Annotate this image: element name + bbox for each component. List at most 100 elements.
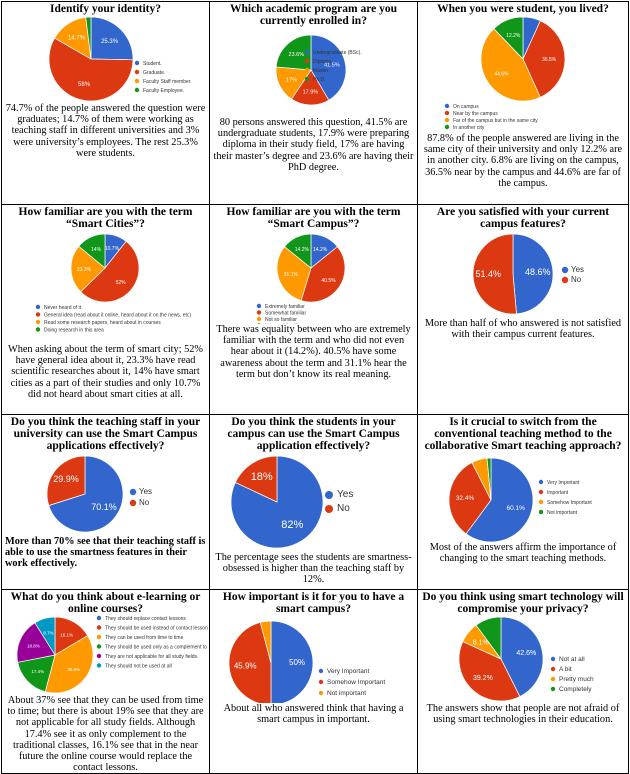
legend-marker [35,304,41,310]
chart-description: 80 persons answered this question, 41.5%… [213,117,414,173]
pie-slice-label: 32.4% [456,495,475,502]
legend-marker [96,653,102,659]
legend-label: Graduate. [143,70,165,76]
legend-marker [256,316,262,322]
pie-slice [16,622,56,663]
cell-satisfaction: Are you satisfied with your current camp… [419,206,628,341]
pie-chart-academic-program: 41.5% 17.9% 17% 23.6% Undergraduate (BSc). Di… [275,34,362,106]
cell-students: Do you think the students in your campus… [211,416,417,586]
pie-slice-label: 58% [78,82,91,88]
cell-smart-cities: How familiar are you with the term “Smar… [3,206,209,401]
pie-slice [522,20,566,98]
legend-marker [35,327,41,332]
pie-slice-label: 14% [91,247,102,253]
pie-slice-label: 40.5% [321,278,336,284]
legend-marker [318,668,324,674]
pie-slice-label: 29.9% [53,474,79,484]
legend-label: General idea (read about it online, hear… [44,313,191,319]
pie-slice-label: 45.9% [234,661,257,670]
pie-slice-label: 14.2% [313,247,328,253]
pie-slice [48,455,124,533]
legend-label: They can be used from time to time [105,635,184,641]
chart-description: About 37% see that they can be used from… [7,695,204,774]
pie-slice [475,616,502,661]
legend-label: They are not applicable for all study fi… [105,654,198,660]
chart-legend: Not at all A bit Pretty much Completely [550,656,594,693]
pie-slice [512,233,554,315]
pie-slice-label: 18% [251,471,273,483]
pie-slice-label: 31.1% [284,272,299,278]
legend-label: Pretty much [559,676,594,683]
legend-label: No [571,275,582,284]
pie-slice-label: 17.9% [303,90,319,96]
legend-marker [96,644,102,649]
pie-slice [284,233,312,269]
pie-slice-label: 82% [281,519,303,531]
pie-slice [300,246,346,303]
chart-legend: Yes No [325,489,353,514]
pie-slice [493,16,524,60]
legend-label: Diploma. [313,59,333,65]
chart-legend: Never heard of it General idea (read abou… [35,304,191,334]
legend-marker [96,634,102,640]
legend-label: Extremely familiar [265,304,305,310]
pie-slice [228,621,272,703]
pie-slice-label: 14.7% [68,35,86,41]
pie-slice [46,455,86,506]
pie-slice [259,620,272,664]
legend-label: Important [547,490,569,496]
pie-slice-label: 23.6% [289,52,305,58]
pie-slice [90,16,134,61]
pie-slice-label: 23.3% [77,267,92,273]
legend-marker [35,312,41,317]
pie-slice [270,620,314,703]
legend-label: No [139,498,150,507]
legend-label: Never heard of it [44,305,82,311]
pie-slice [310,34,347,101]
legend-label: No [337,503,350,514]
pie-chart-identity: 25.3% 58% 14.7% Student. Graduate. Faculty St… [48,16,192,102]
pie-slice [472,233,517,315]
pie-slice [34,616,56,657]
pie-slice [275,34,312,71]
chart-legend: They should replace contact lessons They … [96,615,208,670]
chart-legend: Undergraduate (BSc). Diploma. Master Ph.D. [304,49,362,83]
legend-marker [304,49,310,55]
legend-label: A bit [559,666,572,673]
pie-slice-label: 44.6% [494,72,509,78]
pie-chart-switch-teaching: 60.1% 32.4% Very Important Important Somehow… [448,457,592,542]
pie-slice-label: 51.4% [475,269,501,279]
chart-description: More than half of who answered is not sa… [424,318,622,341]
question-title: What do you think about e-learning or on… [10,591,201,615]
legend-label: They should replace contact lessons [105,616,186,622]
legend-label: Somewhat familiar [265,311,306,317]
chart-description: About all who answered think that having… [223,703,404,726]
cell-importance: How important is it for you to have a sm… [211,591,417,726]
legend-label: Yes [337,489,353,500]
legend-label: In another city [453,125,485,131]
legend-label: Ph.D. [313,77,326,83]
pie-chart-privacy: 42.6% 39.2% 8.1% Not at all A bit Pretty much… [458,616,594,702]
pie-slice [17,654,56,693]
chart-description: There was equality between who are extre… [216,324,411,380]
pie-slice-label: 8.7% [43,630,53,635]
pie-slice [44,635,94,694]
legend-marker [134,69,140,75]
pie-slice-label: 25.3% [101,39,119,45]
pie-slice [448,462,492,535]
question-title: How familiar are you with the term “Smar… [226,206,401,230]
question-title: How important is it for you to have a sm… [222,591,405,615]
pie-slice [480,28,541,102]
pie-slice-label: 12.2% [506,33,521,39]
legend-label: Somehow Important [547,500,592,506]
pie-slice [234,455,278,503]
legend-label: Student. [143,61,162,67]
legend-marker [325,505,333,513]
legend-marker [550,686,556,692]
question-title: Identify your identity? [50,3,161,15]
pie-slice-label: 36.5% [542,57,557,63]
cell-e-learning: What do you think about e-learning or on… [3,591,209,774]
legend-marker [561,276,569,284]
legend-marker [538,489,544,495]
